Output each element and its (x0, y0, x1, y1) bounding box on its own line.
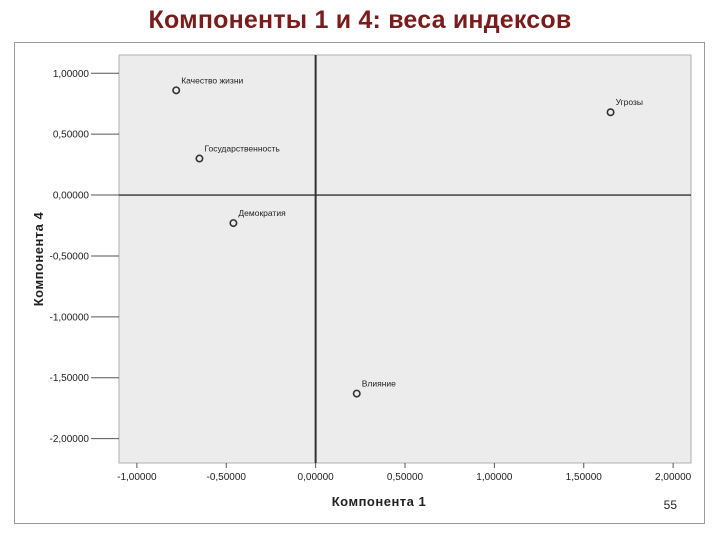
plot-area (118, 54, 692, 464)
chart-frame: 1,00000 0,50000 0,00000 -0,50000 -1,00000 -1,… (14, 42, 705, 524)
slide-title: Компоненты 1 и 4: веса индексов (148, 6, 572, 34)
y-tick-label: -0,50000 (50, 251, 90, 262)
y-axis-title: Компонента 4 (31, 211, 46, 306)
data-point-label: Качество жизни (181, 75, 243, 85)
y-tick-label: -1,00000 (50, 312, 90, 323)
x-tick-label: 0,50000 (387, 472, 424, 483)
reference-lines (119, 55, 691, 463)
y-tick-label: 0,00000 (53, 191, 90, 202)
data-point-label: Демократия (238, 208, 286, 218)
scatter-chart: 1,000000,500000,00000-0,50000-1,00000-1,… (31, 54, 692, 512)
x-tick-label: 1,50000 (566, 472, 603, 483)
data-points: Качество жизни Угрозы Государственность Дем… (172, 75, 643, 398)
x-tick-label: -0,50000 (207, 472, 247, 483)
data-point-label: Угрозы (616, 97, 643, 107)
data-point (229, 219, 238, 228)
x-tick-label: -1,00000 (117, 472, 157, 483)
y-tick-label: -2,00000 (50, 434, 90, 445)
data-point-label: Государственность (204, 144, 280, 154)
y-tick-label: 0,50000 (53, 130, 90, 141)
x-axis: -1,00000 -0,50000 0,00000 0,50000 1,00000 1,5… (117, 463, 692, 483)
data-point (172, 86, 181, 95)
x-tick-label: 1,00000 (476, 472, 513, 483)
x-tick-label: 0,00000 (298, 472, 335, 483)
data-point (195, 154, 204, 163)
y-axis: 1,00000 0,50000 0,00000 -0,50000 -1,00000 -1,… (50, 69, 119, 445)
x-axis-title: Компонента 1 (332, 494, 427, 509)
data-point-label: Влияние (362, 379, 396, 389)
y-tick-label: -1,50000 (50, 373, 90, 384)
data-point (606, 108, 615, 117)
y-tick-label: 1,00000 (53, 69, 90, 80)
page-number: 55 (664, 498, 678, 512)
data-point (352, 389, 361, 398)
x-tick-label: 2,00000 (655, 472, 692, 483)
